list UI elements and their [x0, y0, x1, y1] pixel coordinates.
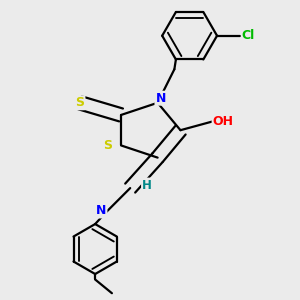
Text: Cl: Cl	[242, 29, 255, 42]
Text: N: N	[96, 204, 106, 218]
Text: S: S	[103, 139, 112, 152]
Text: H: H	[142, 178, 152, 191]
Text: N: N	[155, 92, 166, 105]
Text: OH: OH	[213, 115, 234, 128]
Text: S: S	[75, 96, 84, 109]
